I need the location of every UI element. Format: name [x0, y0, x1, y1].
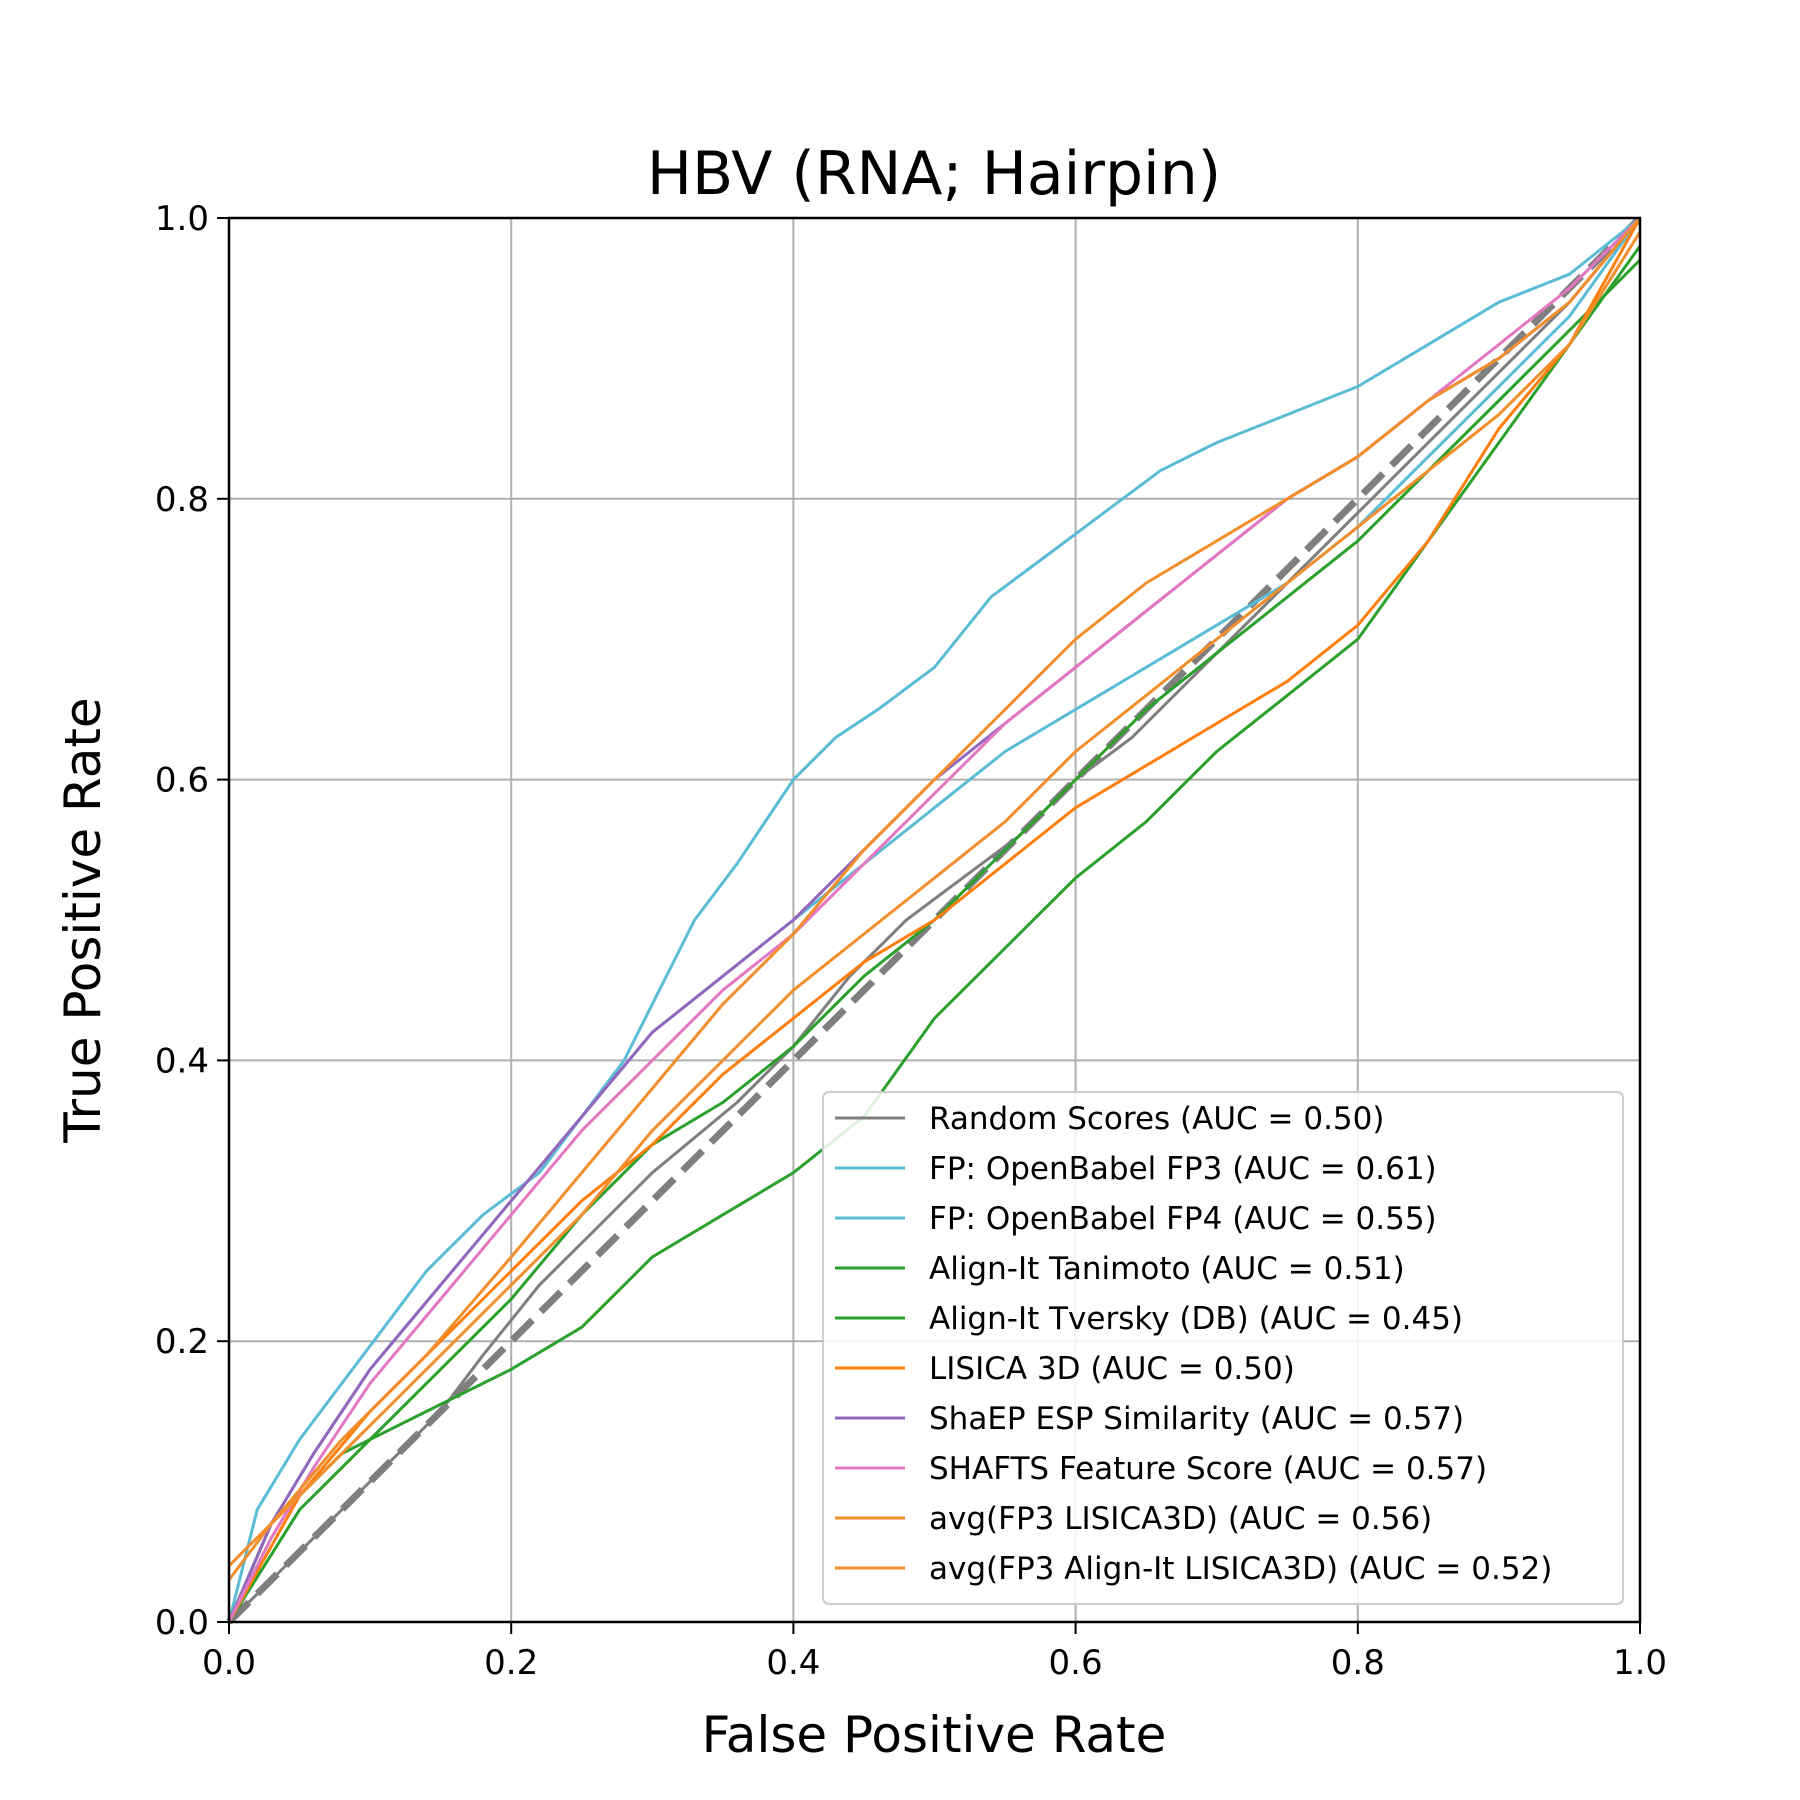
legend-entry: FP: OpenBabel FP3 (AUC = 0.61) — [929, 1151, 1437, 1187]
x-tick-label: 0.8 — [1331, 1643, 1385, 1683]
legend-entry: avg(FP3 LISICA3D) (AUC = 0.56) — [929, 1501, 1432, 1537]
legend-entry: avg(FP3 Align-It LISICA3D) (AUC = 0.52) — [929, 1551, 1552, 1587]
x-tick-label: 0.2 — [484, 1643, 538, 1683]
chart-title: HBV (RNA; Hairpin) — [647, 139, 1221, 209]
x-tick-label: 1.0 — [1613, 1643, 1667, 1683]
legend-entry: LISICA 3D (AUC = 0.50) — [929, 1351, 1295, 1387]
y-tick-label: 0.4 — [155, 1041, 209, 1081]
legend: Random Scores (AUC = 0.50) FP: OpenBabel … — [822, 1091, 1624, 1605]
x-tick-label: 0.0 — [202, 1643, 256, 1683]
x-axis-label: False Positive Rate — [702, 1706, 1167, 1764]
y-tick-label: 0.0 — [155, 1603, 209, 1643]
roc-curve — [227, 245, 1642, 1623]
y-axis-label: True Positive Rate — [54, 697, 112, 1143]
roc-curve — [227, 216, 1641, 1623]
legend-box — [822, 1091, 1624, 1605]
plot-frame — [227, 216, 1642, 1624]
x-tick-label: 0.4 — [766, 1643, 820, 1683]
legend-entry: Align-It Tversky (DB) (AUC = 0.45) — [929, 1301, 1463, 1337]
legend-entry: SHAFTS Feature Score (AUC = 0.57) — [929, 1451, 1487, 1487]
x-tick-label: 0.6 — [1049, 1643, 1103, 1683]
legend-entry: ShaEP ESP Similarity (AUC = 0.57) — [929, 1401, 1464, 1437]
y-tick-label: 0.6 — [155, 761, 209, 801]
y-tick-label: 0.8 — [155, 480, 209, 520]
diagonal-reference-line — [226, 215, 1643, 1625]
roc-curve — [227, 217, 1642, 1624]
roc-curve — [227, 217, 1642, 1623]
legend-entry: Random Scores (AUC = 0.50) — [929, 1101, 1384, 1137]
y-tick-label: 0.2 — [155, 1322, 209, 1362]
y-tick-label: 1.0 — [155, 199, 209, 239]
axis-ticks: 0.0 0.2 0.4 0.6 0.8 1.0 0.0 0.2 0.4 0.6 0.8 1.0 — [155, 199, 1667, 1683]
roc-curve — [227, 231, 1642, 1567]
series-lines — [227, 216, 1642, 1624]
roc-curve — [227, 217, 1642, 1581]
legend-entry: Align-It Tanimoto (AUC = 0.51) — [929, 1251, 1405, 1287]
legend-entry: FP: OpenBabel FP4 (AUC = 0.55) — [929, 1201, 1437, 1237]
